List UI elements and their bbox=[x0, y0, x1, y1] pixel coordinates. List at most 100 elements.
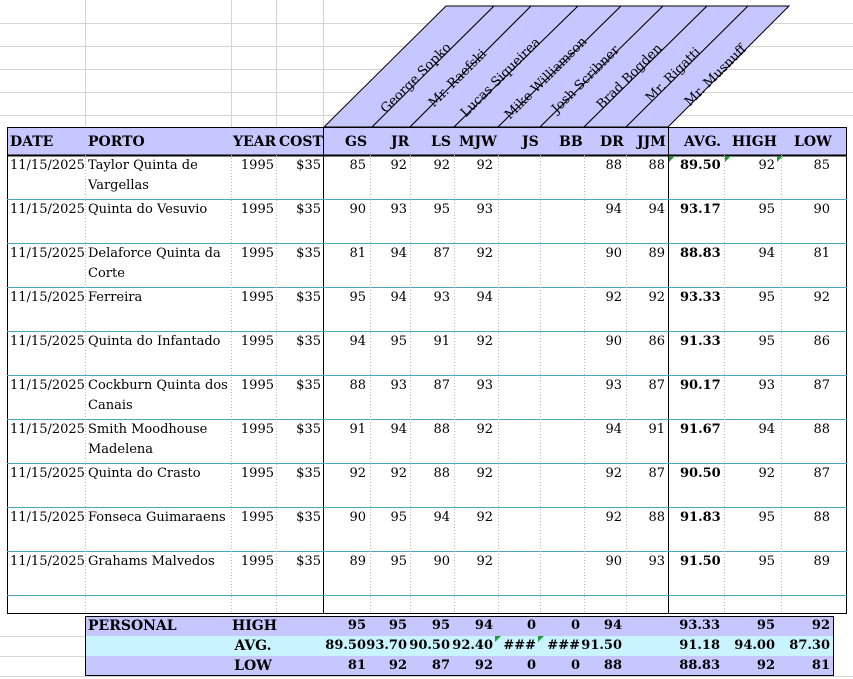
cell-jjm[interactable]: 92 bbox=[648, 290, 665, 305]
cell-date[interactable]: 11/15/2025 bbox=[10, 202, 85, 217]
cell-dr[interactable]: 94 bbox=[605, 202, 622, 217]
cell-ls[interactable]: 90 bbox=[433, 554, 450, 569]
cell-jjm[interactable]: 87 bbox=[648, 378, 665, 393]
cell-jr[interactable]: 94 bbox=[390, 422, 407, 437]
summary-cell-low[interactable]: 81 bbox=[811, 658, 830, 673]
cell-cost[interactable]: $35 bbox=[296, 158, 321, 173]
cell-year[interactable]: 1995 bbox=[240, 510, 274, 525]
cell-dr[interactable]: 92 bbox=[605, 466, 622, 481]
cell-year[interactable]: 1995 bbox=[240, 378, 274, 393]
cell-porto[interactable]: Quinta do Vesuvio bbox=[88, 202, 208, 217]
cell-low[interactable]: 85 bbox=[813, 158, 830, 173]
cell-ls[interactable]: 94 bbox=[433, 510, 450, 525]
cell-low[interactable]: 86 bbox=[813, 334, 830, 349]
cell-avg[interactable]: 90.17 bbox=[680, 378, 721, 393]
cell-cost[interactable]: $35 bbox=[296, 246, 321, 261]
cell-year[interactable]: 1995 bbox=[240, 334, 274, 349]
summary-cell-bb[interactable]: ### bbox=[547, 638, 580, 653]
cell-year[interactable]: 1995 bbox=[240, 202, 274, 217]
cell-jr[interactable]: 92 bbox=[390, 466, 407, 481]
cell-dr[interactable]: 90 bbox=[605, 246, 622, 261]
cell-jjm[interactable]: 94 bbox=[648, 202, 665, 217]
cell-jr[interactable]: 92 bbox=[390, 158, 407, 173]
cell-jr[interactable]: 94 bbox=[390, 246, 407, 261]
cell-cost[interactable]: $35 bbox=[296, 554, 321, 569]
cell-mjw[interactable]: 93 bbox=[476, 202, 493, 217]
cell-cost[interactable]: $35 bbox=[296, 422, 321, 437]
cell-low[interactable]: 87 bbox=[813, 466, 830, 481]
cell-high[interactable]: 92 bbox=[758, 158, 775, 173]
summary-cell-dr[interactable]: 91.50 bbox=[581, 638, 622, 653]
cell-ls[interactable]: 95 bbox=[433, 202, 450, 217]
cell-year[interactable]: 1995 bbox=[240, 246, 274, 261]
summary-cell-ls[interactable]: 87 bbox=[431, 658, 450, 673]
summary-cell-mjw[interactable]: 92.40 bbox=[452, 638, 493, 653]
cell-gs[interactable]: 81 bbox=[349, 246, 366, 261]
summary-cell-js[interactable]: 0 bbox=[526, 618, 536, 633]
cell-jr[interactable]: 93 bbox=[390, 378, 407, 393]
summary-cell-avg[interactable]: 91.18 bbox=[679, 638, 720, 653]
cell-low[interactable]: 88 bbox=[813, 422, 830, 437]
cell-gs[interactable]: 89 bbox=[349, 554, 366, 569]
cell-cost[interactable]: $35 bbox=[296, 510, 321, 525]
cell-year[interactable]: 1995 bbox=[240, 290, 274, 305]
cell-porto[interactable]: Taylor Quinta de Vargellas bbox=[88, 158, 198, 193]
cell-high[interactable]: 95 bbox=[758, 510, 775, 525]
cell-porto[interactable]: Fonseca Guimaraens bbox=[88, 510, 226, 525]
cell-ls[interactable]: 88 bbox=[433, 422, 450, 437]
cell-mjw[interactable]: 92 bbox=[476, 554, 493, 569]
cell-avg[interactable]: 91.50 bbox=[680, 554, 721, 569]
summary-cell-jr[interactable]: 95 bbox=[388, 618, 407, 633]
cell-high[interactable]: 95 bbox=[758, 290, 775, 305]
cell-date[interactable]: 11/15/2025 bbox=[10, 554, 85, 569]
cell-jr[interactable]: 93 bbox=[390, 202, 407, 217]
cell-gs[interactable]: 91 bbox=[349, 422, 366, 437]
cell-porto[interactable]: Grahams Malvedos bbox=[88, 554, 215, 569]
cell-year[interactable]: 1995 bbox=[240, 158, 274, 173]
cell-high[interactable]: 92 bbox=[758, 466, 775, 481]
cell-date[interactable]: 11/15/2025 bbox=[10, 290, 85, 305]
cell-porto[interactable]: Delaforce Quinta da Corte bbox=[88, 246, 221, 281]
summary-cell-dr[interactable]: 88 bbox=[603, 658, 622, 673]
cell-mjw[interactable]: 94 bbox=[476, 290, 493, 305]
cell-low[interactable]: 81 bbox=[813, 246, 830, 261]
cell-dr[interactable]: 93 bbox=[605, 378, 622, 393]
cell-cost[interactable]: $35 bbox=[296, 466, 321, 481]
cell-dr[interactable]: 92 bbox=[605, 290, 622, 305]
cell-mjw[interactable]: 92 bbox=[476, 246, 493, 261]
summary-cell-bb[interactable]: 0 bbox=[570, 618, 580, 633]
cell-avg[interactable]: 88.83 bbox=[680, 246, 721, 261]
cell-jr[interactable]: 95 bbox=[390, 554, 407, 569]
cell-high[interactable]: 95 bbox=[758, 202, 775, 217]
cell-date[interactable]: 11/15/2025 bbox=[10, 510, 85, 525]
cell-ls[interactable]: 92 bbox=[433, 158, 450, 173]
cell-low[interactable]: 89 bbox=[813, 554, 830, 569]
summary-cell-gs[interactable]: 81 bbox=[347, 658, 366, 673]
cell-mjw[interactable]: 92 bbox=[476, 510, 493, 525]
summary-cell-ls[interactable]: 95 bbox=[431, 618, 450, 633]
cell-dr[interactable]: 90 bbox=[605, 554, 622, 569]
summary-cell-high[interactable]: 94.00 bbox=[734, 638, 775, 653]
cell-porto[interactable]: Cockburn Quinta dos Canais bbox=[88, 378, 228, 413]
cell-gs[interactable]: 88 bbox=[349, 378, 366, 393]
cell-high[interactable]: 93 bbox=[758, 378, 775, 393]
summary-cell-low[interactable]: 87.30 bbox=[789, 638, 830, 653]
summary-cell-mjw[interactable]: 94 bbox=[474, 618, 493, 633]
summary-cell-js[interactable]: 0 bbox=[526, 658, 536, 673]
cell-cost[interactable]: $35 bbox=[296, 290, 321, 305]
cell-year[interactable]: 1995 bbox=[240, 554, 274, 569]
cell-gs[interactable]: 92 bbox=[349, 466, 366, 481]
cell-mjw[interactable]: 92 bbox=[476, 466, 493, 481]
cell-mjw[interactable]: 93 bbox=[476, 378, 493, 393]
summary-cell-dr[interactable]: 94 bbox=[603, 618, 622, 633]
cell-jjm[interactable]: 86 bbox=[648, 334, 665, 349]
cell-date[interactable]: 11/15/2025 bbox=[10, 378, 85, 393]
cell-jjm[interactable]: 88 bbox=[648, 158, 665, 173]
cell-cost[interactable]: $35 bbox=[296, 202, 321, 217]
cell-ls[interactable]: 88 bbox=[433, 466, 450, 481]
cell-dr[interactable]: 90 bbox=[605, 334, 622, 349]
cell-year[interactable]: 1995 bbox=[240, 466, 274, 481]
cell-mjw[interactable]: 92 bbox=[476, 334, 493, 349]
summary-cell-bb[interactable]: 0 bbox=[570, 658, 580, 673]
summary-cell-gs[interactable]: 89.50 bbox=[325, 638, 366, 653]
